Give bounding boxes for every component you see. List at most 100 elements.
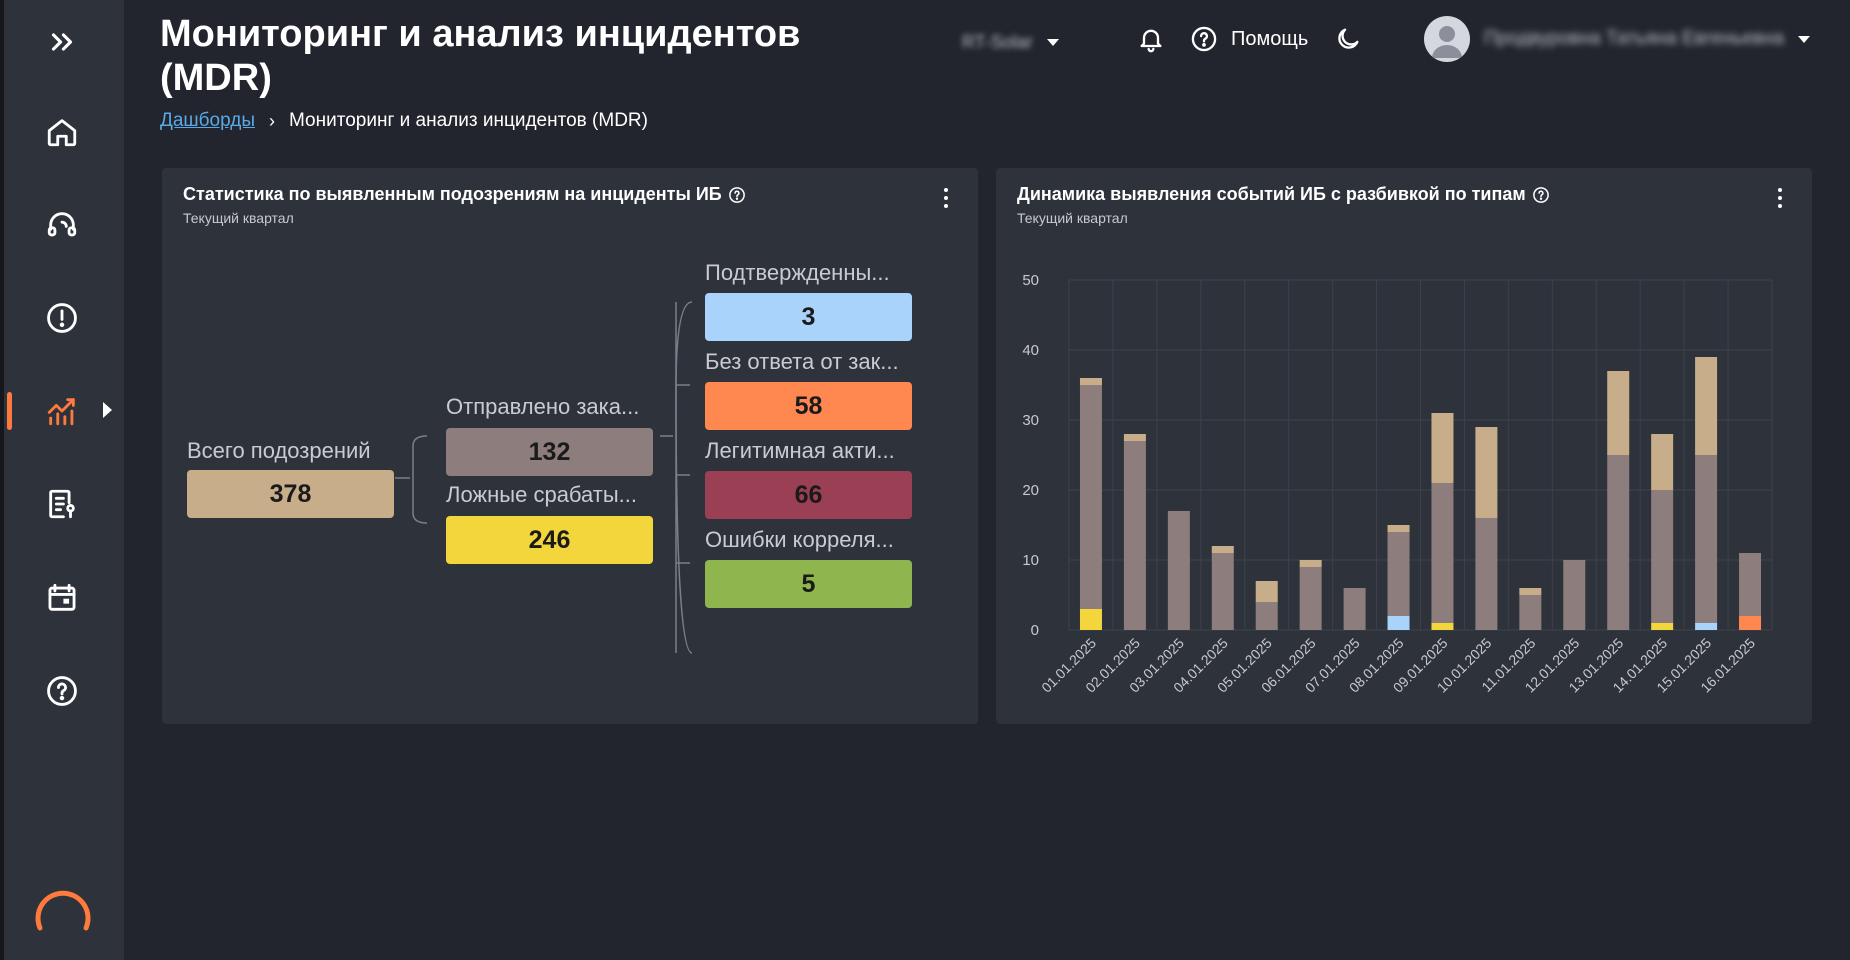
bar-segment bbox=[1299, 560, 1322, 567]
organization-select[interactable]: RT-Solar bbox=[962, 28, 1072, 56]
breadcrumb-link-dashboards[interactable]: Дашборды bbox=[160, 110, 255, 131]
sidebar-item-reports[interactable] bbox=[40, 482, 84, 526]
bar-segment bbox=[1079, 385, 1102, 609]
sidebar-active-indicator bbox=[7, 392, 12, 430]
breadcrumb: Дашборды › Мониторинг и анализ инциденто… bbox=[160, 110, 648, 132]
info-icon[interactable] bbox=[728, 186, 746, 204]
node-label-no-response: Без ответа от зак... bbox=[705, 349, 899, 374]
panel-title: Динамика выявления событий ИБ с разбивко… bbox=[1017, 184, 1550, 205]
node-correlation-errors[interactable]: 5 bbox=[705, 560, 912, 608]
sidebar-item-home[interactable] bbox=[40, 110, 84, 154]
breadcrumb-separator-icon: › bbox=[269, 110, 275, 131]
tree-connectors bbox=[395, 301, 693, 654]
bar-segment bbox=[1431, 413, 1454, 483]
moon-icon bbox=[1338, 28, 1359, 49]
sidebar-item-support[interactable] bbox=[40, 203, 84, 247]
panel-subtitle: Текущий квартал bbox=[1017, 210, 1128, 226]
help-label[interactable]: Помощь bbox=[1231, 28, 1309, 50]
bar-segment bbox=[1211, 546, 1234, 553]
node-false-positives[interactable]: 246 bbox=[446, 516, 653, 564]
expand-sidebar-button[interactable] bbox=[40, 20, 84, 64]
sidebar-item-analytics[interactable] bbox=[40, 389, 84, 433]
node-label-sent: Отправлено зака... bbox=[446, 394, 640, 419]
chevron-down-icon bbox=[1046, 38, 1059, 46]
node-label-legitimate: Легитимная акти... bbox=[705, 438, 895, 463]
suspicions-statistics-panel: Статистика по выявленным подозрениям на … bbox=[162, 168, 978, 724]
theme-toggle-button[interactable] bbox=[1331, 22, 1365, 56]
report-icon bbox=[49, 489, 75, 519]
bar-segment bbox=[1387, 616, 1410, 630]
node-label-confirmed: Подтвержденны... bbox=[705, 260, 890, 285]
bar-segment bbox=[1167, 511, 1190, 630]
chevron-down-icon bbox=[1798, 35, 1810, 43]
calendar-icon bbox=[48, 583, 76, 611]
node-sent[interactable]: 132 bbox=[446, 428, 653, 476]
bar-segment bbox=[1079, 609, 1102, 630]
alert-icon bbox=[47, 303, 77, 333]
question-circle-icon bbox=[1191, 26, 1217, 52]
bar-segment bbox=[1607, 371, 1630, 455]
user-silhouette-icon bbox=[1432, 26, 1462, 58]
sidebar-edge bbox=[0, 0, 4, 960]
sidebar-item-incidents[interactable] bbox=[40, 296, 84, 340]
node-confirmed[interactable]: 3 bbox=[705, 293, 912, 341]
bar-segment bbox=[1343, 588, 1366, 630]
bar-segment bbox=[1475, 518, 1498, 630]
bar-segment bbox=[1695, 623, 1718, 630]
bar-segment bbox=[1299, 567, 1322, 630]
y-tick-label: 40 bbox=[1022, 342, 1039, 359]
bar-segment bbox=[1431, 623, 1454, 630]
bar-segment bbox=[1651, 490, 1674, 623]
node-label-false-positives: Ложные срабаты... bbox=[446, 482, 637, 507]
panel-title-text: Динамика выявления событий ИБ с разбивко… bbox=[1017, 184, 1526, 204]
help-button[interactable] bbox=[1187, 22, 1221, 56]
bar-segment bbox=[1651, 434, 1674, 490]
submenu-caret-icon[interactable] bbox=[103, 402, 112, 418]
node-legitimate[interactable]: 66 bbox=[705, 471, 912, 519]
bar-segment bbox=[1607, 455, 1630, 630]
info-icon[interactable] bbox=[1532, 186, 1550, 204]
bar-segment bbox=[1695, 357, 1718, 455]
bar-segment bbox=[1475, 427, 1498, 518]
y-tick-label: 10 bbox=[1022, 552, 1039, 569]
bell-icon bbox=[1140, 29, 1162, 53]
stacked-bar-chart: 0102030405001.01.202502.01.202503.01.202… bbox=[1022, 272, 1773, 696]
help-icon bbox=[47, 676, 77, 706]
bar-segment bbox=[1211, 553, 1234, 630]
node-total[interactable]: 378 bbox=[187, 470, 394, 518]
more-options-icon[interactable] bbox=[936, 184, 956, 212]
breadcrumb-current: Мониторинг и анализ инцидентов (MDR) bbox=[289, 110, 648, 131]
events-dynamics-panel: Динамика выявления событий ИБ с разбивко… bbox=[996, 168, 1812, 724]
bar-segment bbox=[1123, 441, 1146, 630]
sidebar bbox=[0, 0, 124, 960]
bar-segment bbox=[1519, 595, 1542, 630]
bar-segment bbox=[1695, 455, 1718, 623]
y-tick-label: 30 bbox=[1022, 412, 1039, 429]
bar-segment bbox=[1563, 560, 1586, 630]
sidebar-item-help[interactable] bbox=[40, 669, 84, 713]
node-label-total: Всего подозрений bbox=[187, 438, 371, 463]
user-name: Продвуровна Татьяна Евгеньевна bbox=[1484, 28, 1784, 49]
bar-segment bbox=[1651, 623, 1674, 630]
node-no-response[interactable]: 58 bbox=[705, 382, 912, 430]
chart-icon bbox=[47, 398, 75, 426]
double-chevron-right-icon bbox=[51, 33, 73, 51]
bar-segment bbox=[1123, 434, 1146, 441]
bar-segment bbox=[1079, 378, 1102, 385]
avatar bbox=[1424, 16, 1470, 62]
node-label-correlation-errors: Ошибки корреля... bbox=[705, 527, 894, 552]
sidebar-item-calendar[interactable] bbox=[40, 576, 84, 620]
organization-select-value: RT-Solar bbox=[962, 31, 1033, 52]
bar-segment bbox=[1387, 525, 1410, 532]
bar-segment bbox=[1255, 581, 1278, 602]
bar-segment bbox=[1739, 616, 1762, 630]
bar-segment bbox=[1519, 588, 1542, 595]
panel-title: Статистика по выявленным подозрениям на … bbox=[183, 184, 746, 205]
notifications-button[interactable] bbox=[1134, 22, 1168, 56]
y-tick-label: 50 bbox=[1022, 272, 1039, 289]
brand-logo bbox=[35, 890, 91, 931]
user-menu[interactable]: Продвуровна Татьяна Евгеньевна bbox=[1424, 16, 1814, 62]
y-tick-label: 20 bbox=[1022, 482, 1039, 499]
bar-segment bbox=[1739, 553, 1762, 616]
more-options-icon[interactable] bbox=[1770, 184, 1790, 212]
